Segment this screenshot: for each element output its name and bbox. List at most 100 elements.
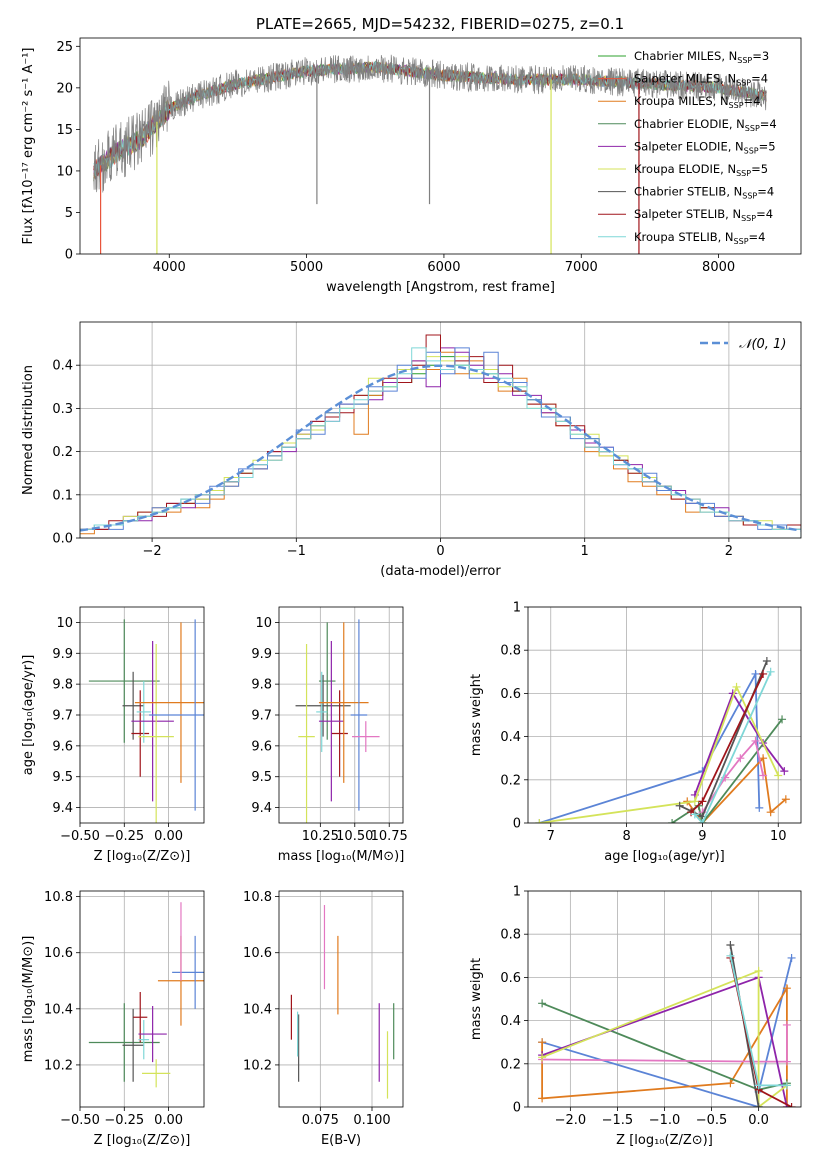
weight-marker <box>755 803 764 812</box>
x-tick-label: −0.5 <box>696 1113 728 1128</box>
y-tick-label: 10 <box>56 164 73 179</box>
weight-marker <box>782 1020 791 1029</box>
weight-marker <box>698 797 707 806</box>
panel-mass-vs-EBV: 0.075 0.100 10.2 10.4 10.6 10.8 E(B-V) <box>243 890 404 1148</box>
errorbar-point <box>138 644 174 823</box>
errorbar-point <box>298 644 315 823</box>
errorbar-point <box>316 671 328 753</box>
weight-marker <box>675 801 684 810</box>
y-tick-label: 10.4 <box>44 1002 73 1017</box>
weight-marker <box>726 1079 735 1088</box>
x-tick-label: 7 <box>547 829 555 844</box>
y-tick-label: 10 <box>255 616 272 631</box>
figure-title: PLATE=2665, MJD=54232, FIBERID=0275, z=0… <box>256 15 624 33</box>
y-tick-label: 9.8 <box>251 678 272 693</box>
x-tick-label: 10.75 <box>371 829 408 844</box>
weight-marker <box>538 999 547 1008</box>
weight-marker <box>751 669 760 678</box>
weight-marker <box>759 754 768 763</box>
y-tick-label: 0.3 <box>52 402 73 417</box>
x-axis-label: wavelength [Angstrom, rest frame] <box>326 280 555 295</box>
y-tick-label: 10.6 <box>44 946 73 961</box>
legend-entry: Chabrier ELODIE, NSSP=4 <box>634 117 777 133</box>
axes-frame <box>527 606 802 824</box>
axes-frame <box>79 321 802 539</box>
weight-line <box>542 1024 788 1063</box>
errorbar-point <box>149 619 204 811</box>
spectrum-marks <box>93 54 767 254</box>
y-tick-label: 10 <box>56 616 73 631</box>
y-tick-label: 0.4 <box>500 730 521 745</box>
errorbar-point <box>350 619 368 811</box>
x-tick-label: 0.00 <box>154 1113 183 1128</box>
residuals-legend: 𝒩(0, 1) <box>700 337 786 352</box>
axes-frame <box>527 890 802 1108</box>
x-axis-label: mass [log₁₀(M/M⊙)] <box>278 849 405 864</box>
x-tick-label: 7000 <box>565 260 598 275</box>
y-tick-label: 9.7 <box>251 709 272 724</box>
weight-series <box>690 667 775 823</box>
mass-vs-Z-marks <box>88 902 204 1088</box>
weight-marker <box>538 1053 547 1062</box>
x-tick-label: 10 <box>770 829 787 844</box>
age-vs-mass-marks <box>295 619 380 823</box>
y-tick-label: 0.8 <box>500 928 521 943</box>
x-tick-label: 8 <box>622 829 630 844</box>
weight-series <box>726 951 791 1090</box>
weight-marker <box>736 754 745 763</box>
y-tick-label: 9.9 <box>251 647 272 662</box>
y-tick-label: 9.6 <box>52 739 73 754</box>
legend-entry: Salpeter MILES, NSSP=4 <box>634 72 768 88</box>
legend-entry: 𝒩(0, 1) <box>739 337 786 352</box>
weight-marker <box>766 667 775 676</box>
y-tick-label: 0.4 <box>500 1014 521 1029</box>
x-tick-label: −0.25 <box>104 1113 144 1128</box>
weight-marker <box>751 736 760 745</box>
x-axis-label: E(B-V) <box>321 1133 361 1148</box>
residuals-marks <box>80 334 801 538</box>
axes-frame <box>79 606 205 824</box>
y-tick-label: 0 <box>513 1101 521 1116</box>
legend-entry: Chabrier MILES, NSSP=3 <box>634 49 769 65</box>
x-axis-label: Z [log₁₀(Z/Z⊙)] <box>616 1133 713 1148</box>
age-vs-Z-marks <box>88 619 204 823</box>
y-tick-label: 0.0 <box>52 532 73 547</box>
x-tick-label: 0.00 <box>154 829 183 844</box>
axes-frame <box>278 606 404 824</box>
panel-mass-vs-Z: −0.50 −0.25 0.00 10.2 10.4 10.6 10.8 Z [log₁₀(Z… <box>21 890 205 1148</box>
weight-series <box>535 682 783 823</box>
x-tick-label: −0.25 <box>104 829 144 844</box>
weight-marker <box>787 1103 796 1107</box>
weight-marker <box>754 966 763 975</box>
y-tick-label: 10.8 <box>243 890 272 905</box>
legend-entry: Kroupa STELIB, NSSP=4 <box>634 230 765 246</box>
weight-marker <box>782 1057 791 1066</box>
errorbar-point <box>331 690 348 777</box>
weight-marker <box>698 819 707 823</box>
y-tick-label: 20 <box>56 81 73 96</box>
weight-vs-Z-marks <box>538 941 796 1107</box>
x-tick-label: 2 <box>725 544 733 559</box>
x-tick-label: −0.50 <box>60 1113 100 1128</box>
x-tick-label: 0 <box>436 544 444 559</box>
y-tick-label: 5 <box>65 206 73 221</box>
axes-frame <box>79 890 205 1108</box>
y-tick-label: 9.8 <box>52 678 73 693</box>
y-tick-label: 0 <box>513 817 521 832</box>
x-tick-label: 5000 <box>290 260 323 275</box>
weight-series <box>698 736 768 817</box>
x-tick-label: 0.100 <box>353 1113 390 1128</box>
legend-entry: Kroupa MILES, NSSP=4 <box>634 94 760 110</box>
weight-line <box>693 691 786 796</box>
x-axis-label: Z [log₁₀(Z/Z⊙)] <box>94 849 191 864</box>
y-tick-label: 0.2 <box>500 1057 521 1072</box>
normal-curve <box>80 364 801 532</box>
x-tick-label: 10.25 <box>302 829 339 844</box>
errorbar-point <box>131 640 174 802</box>
weight-marker <box>778 715 787 724</box>
y-tick-label: 9.9 <box>52 647 73 662</box>
y-tick-label: 15 <box>56 123 73 138</box>
x-tick-label: −1.5 <box>602 1113 634 1128</box>
y-tick-label: 9.5 <box>251 770 272 785</box>
errorbar-point <box>88 1003 160 1082</box>
